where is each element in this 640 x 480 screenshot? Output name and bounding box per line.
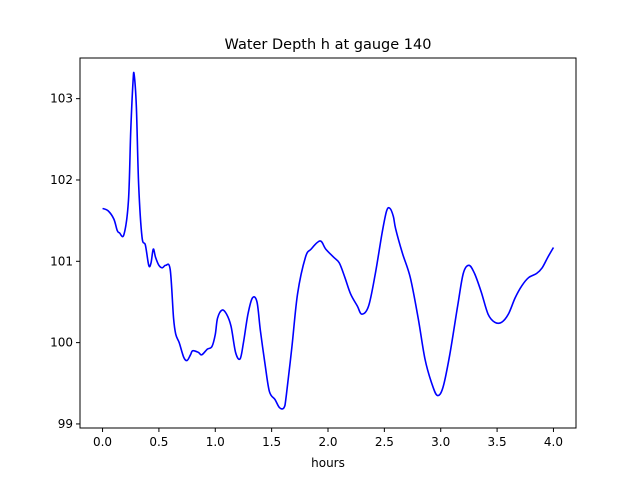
chart-title: Water Depth h at gauge 140 xyxy=(225,37,432,53)
y-tick-label: 100 xyxy=(50,336,73,350)
x-tick-label: 2.0 xyxy=(318,435,337,449)
x-tick-label: 3.0 xyxy=(431,435,450,449)
series-line-0 xyxy=(102,71,555,410)
y-tick-label: 99 xyxy=(58,417,73,431)
x-tick-label: 2.5 xyxy=(375,435,394,449)
y-tick-label: 103 xyxy=(50,92,73,106)
x-tick-label: 4.0 xyxy=(544,435,563,449)
x-tick-label: 0.5 xyxy=(149,435,168,449)
x-tick-label: 0.0 xyxy=(93,435,112,449)
y-tick-label: 102 xyxy=(50,173,73,187)
x-axis-label: hours xyxy=(311,456,345,470)
plot-area-frame xyxy=(79,57,577,429)
y-tick-label: 101 xyxy=(50,254,73,268)
x-tick-label: 3.5 xyxy=(488,435,507,449)
x-tick-label: 1.0 xyxy=(206,435,225,449)
x-tick-label: 1.5 xyxy=(262,435,281,449)
